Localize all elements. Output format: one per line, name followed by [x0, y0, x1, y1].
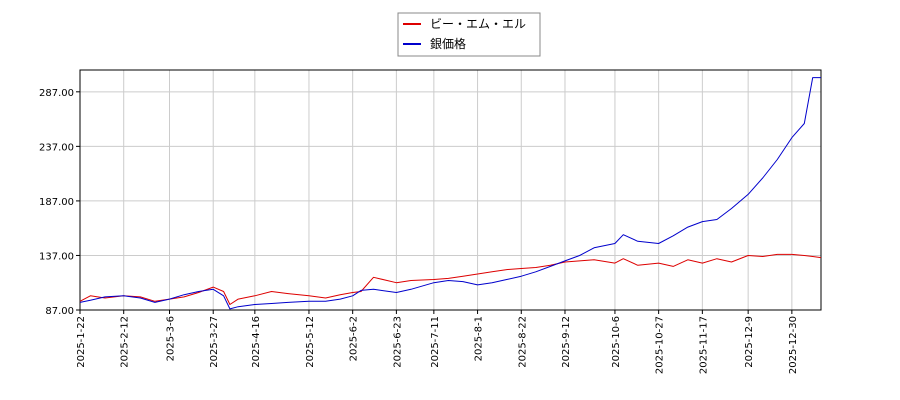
y-tick-label: 237.00 — [39, 142, 74, 153]
x-tick-label: 2025-12-9 — [744, 316, 755, 368]
legend: ビー・エム・エル 銀価格 — [397, 12, 541, 57]
legend-box — [397, 12, 541, 57]
x-tick-label: 2025-1-22 — [76, 316, 87, 368]
y-tick-label: 287.00 — [39, 88, 74, 99]
plot-frame — [79, 69, 822, 311]
legend-label-series-1: ビー・エム・エル — [430, 17, 526, 31]
x-tick-label: 2025-10-6 — [611, 316, 622, 368]
x-tick-label: 2025-3-27 — [209, 316, 220, 368]
x-axis-ticks: 2025-1-22 2025-2-12 2025-3-6 2025-3-27 2025-… — [76, 310, 799, 374]
series-lines — [79, 77, 822, 310]
x-tick-label: 2025-8-22 — [517, 316, 528, 368]
x-tick-label: 2025-10-27 — [655, 316, 666, 374]
y-tick-label: 87.00 — [45, 306, 74, 317]
x-tick-label: 2025-8-1 — [474, 316, 485, 361]
x-tick-label: 2025-5-12 — [305, 316, 316, 368]
x-tick-label: 2025-12-30 — [788, 316, 799, 374]
x-tick-label: 2025-3-6 — [166, 316, 177, 361]
x-tick-label: 2025-9-12 — [561, 316, 572, 368]
x-tick-label: 2025-7-11 — [430, 316, 441, 368]
y-tick-label: 187.00 — [39, 197, 74, 208]
y-axis-ticks: 87.00 137.00 187.00 237.00 287.00 — [39, 88, 80, 317]
legend-label-series-2: 銀価格 — [430, 36, 466, 51]
x-tick-label: 2025-6-2 — [349, 316, 360, 361]
x-tick-label: 2025-6-23 — [392, 316, 403, 368]
series-line-2 — [79, 77, 821, 310]
x-tick-label: 2025-11-17 — [698, 316, 709, 374]
x-tick-label: 2025-4-16 — [251, 316, 262, 368]
series-line-1 — [79, 253, 822, 305]
y-tick-label: 137.00 — [39, 251, 74, 262]
x-tick-label: 2025-2-12 — [120, 316, 131, 368]
grid — [79, 70, 821, 311]
